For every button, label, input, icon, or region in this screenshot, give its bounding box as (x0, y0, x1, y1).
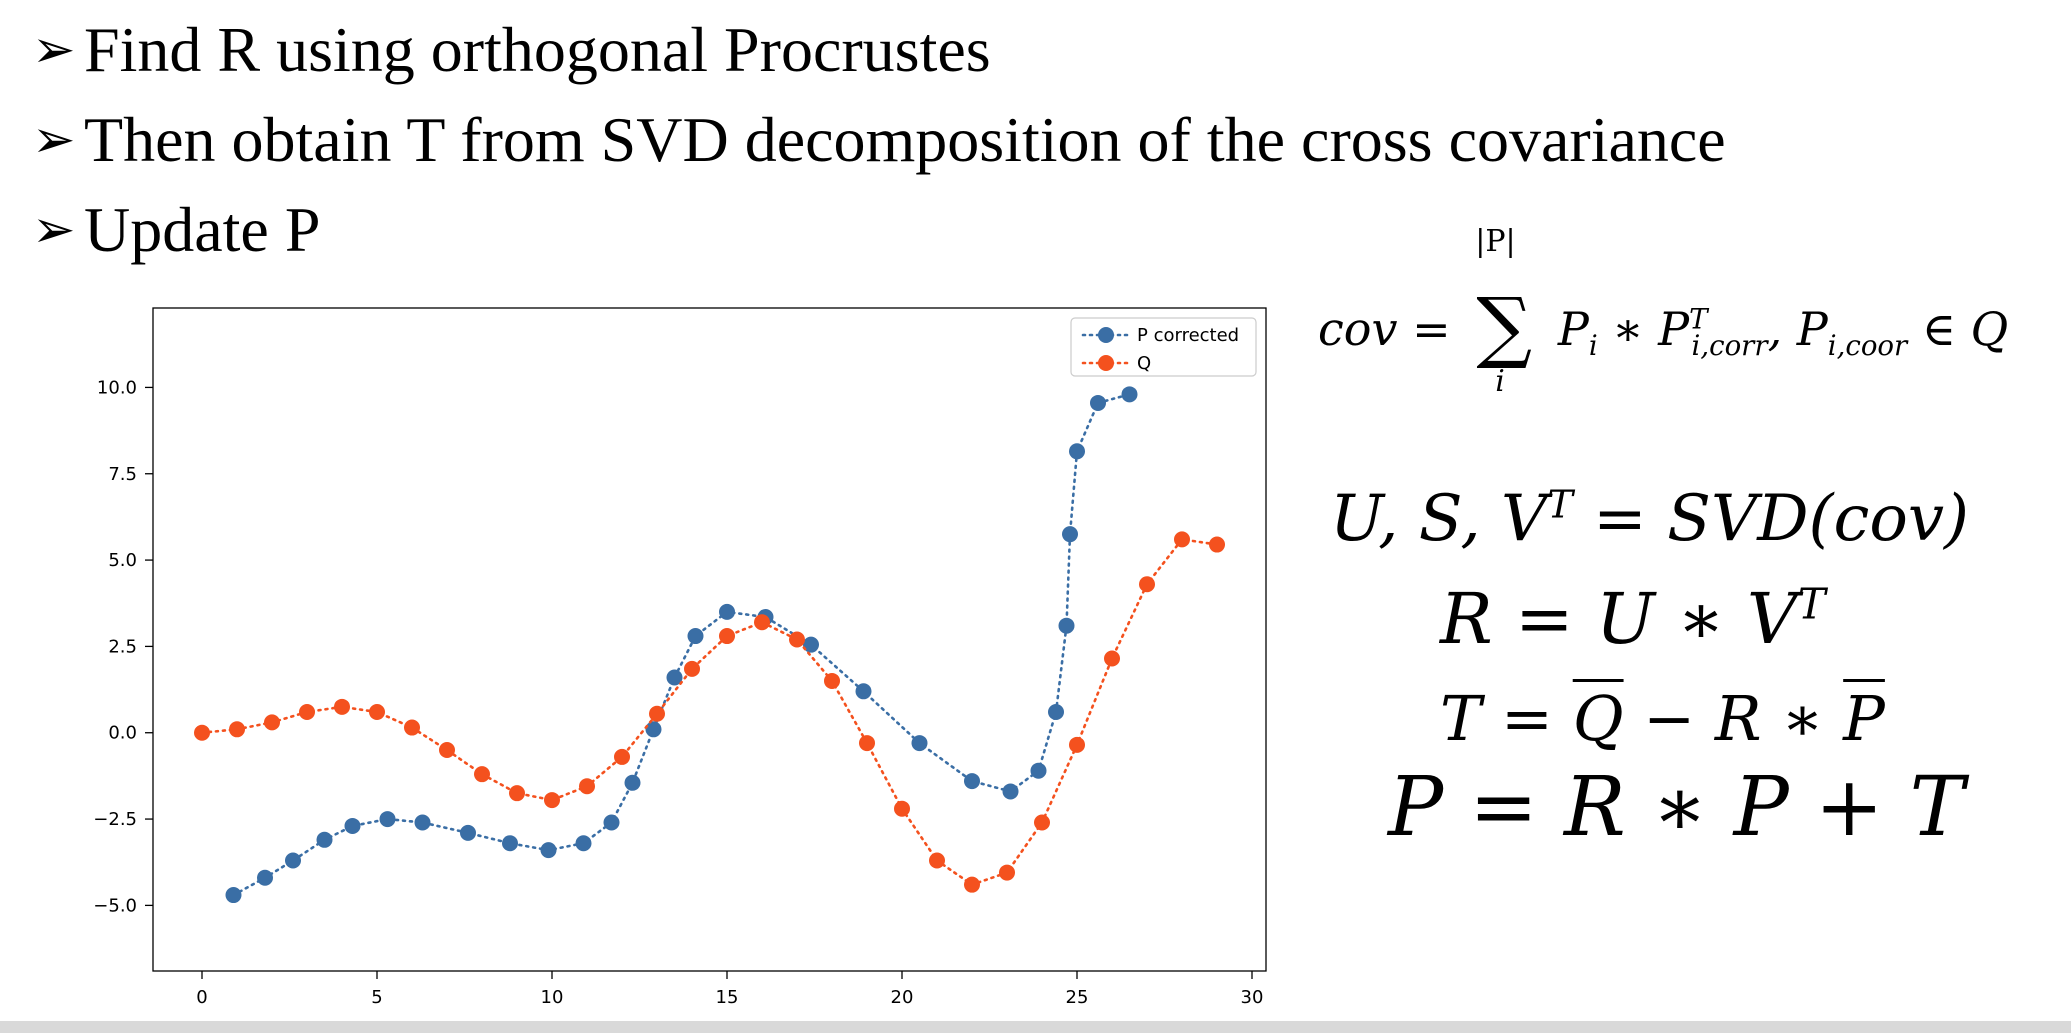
q-point (824, 672, 840, 689)
legend-label: Q (1137, 353, 1151, 374)
q-point (194, 724, 210, 741)
bullet-item: ➢ Update P (32, 190, 320, 270)
line-chart: 0 5 10 15 20 25 30 10.0 7.5 5.0 2.5 0.0 −2.5 −5.0 P co… (93, 307, 1267, 1008)
p-corrected-point (1002, 783, 1019, 800)
x-tick-label: 30 (1241, 987, 1264, 1008)
q-point (299, 704, 315, 721)
q-point (439, 742, 455, 758)
rotation-equation: R = U ∗ VT (1440, 578, 1826, 660)
arrow-bullet-icon: ➢ (32, 20, 76, 80)
p-corrected-point (460, 824, 476, 841)
p-corrected-point (719, 603, 735, 620)
p-corrected-point (285, 852, 301, 869)
arrow-bullet-icon: ➢ (32, 200, 76, 260)
q-point (509, 785, 525, 802)
arrow-bullet-icon: ➢ (32, 110, 76, 170)
q-point (929, 852, 945, 869)
x-tick-label: 5 (371, 987, 382, 1008)
p-corrected-point (855, 683, 872, 700)
p-corrected-point (911, 735, 928, 752)
p-corrected-point (687, 628, 704, 645)
q-point (789, 631, 805, 648)
q-point (334, 698, 350, 715)
p-corrected-point (1090, 394, 1106, 411)
legend-label: P corrected (1137, 325, 1239, 346)
x-tick-label: 10 (541, 987, 564, 1008)
q-point (684, 660, 700, 677)
p-corrected-point (624, 774, 641, 791)
x-tick-label: 20 (891, 987, 914, 1008)
q-point (579, 778, 595, 795)
p-corrected-point (1121, 386, 1138, 403)
legend-marker (1098, 355, 1114, 371)
p-corrected-point (666, 669, 683, 686)
p-corrected-point (344, 817, 361, 834)
q-point (1174, 531, 1190, 548)
bullet-item: ➢ Find R using orthogonal Procrustes (32, 10, 991, 90)
x-tick-label: 0 (196, 987, 207, 1008)
y-tick-label: 0.0 (108, 723, 137, 744)
q-point (369, 704, 385, 721)
p-corrected-point (645, 721, 662, 738)
p-corrected-point (1048, 704, 1064, 721)
q-point (1139, 576, 1155, 593)
x-tick-label: 15 (716, 987, 739, 1008)
q-point (1104, 650, 1120, 667)
q-point (719, 628, 735, 645)
series-line (200, 537, 1219, 887)
bullet-text: Find R using orthogonal Procrustes (84, 14, 991, 85)
y-tick-label: 10.0 (97, 377, 137, 398)
q-point (544, 792, 560, 809)
bottom-scrollbar (0, 1021, 2071, 1033)
bullet-text: Then obtain T from SVD decomposition of … (84, 104, 1726, 175)
update-equation: P = R ∗ P + T (1388, 760, 1965, 855)
p-corrected-point (379, 811, 396, 828)
p-corrected-point (257, 869, 273, 886)
bullet-item: ➢ Then obtain T from SVD decomposition of… (32, 100, 1726, 180)
q-point (404, 719, 420, 736)
p-corrected-point (803, 636, 819, 653)
q-point (1034, 814, 1050, 831)
covariance-equation: cov = ∑ |P| i Pi ∗ PTi,corr, Pi,coor ∈ Q (1318, 224, 2009, 399)
y-tick-label: 2.5 (108, 636, 137, 657)
q-point (859, 735, 875, 752)
q-point (474, 766, 490, 783)
legend-marker (1098, 327, 1114, 343)
p-corrected-point (540, 842, 557, 859)
p-corrected-point (603, 814, 620, 831)
translation-equation: T = Q − R ∗ P (1440, 682, 1885, 755)
legend-box (1070, 317, 1257, 377)
q-point (754, 614, 770, 631)
plot-frame (152, 307, 1267, 972)
svd-equation: U, S, VT = SVD(cov) (1330, 482, 1969, 556)
p-corrected-point (1069, 443, 1085, 460)
x-tick-label: 25 (1066, 987, 1089, 1008)
y-tick-label: 7.5 (108, 464, 137, 485)
y-tick-label: 5.0 (108, 550, 137, 571)
q-point (999, 864, 1015, 881)
q-point (894, 800, 910, 817)
p-corrected-point (225, 887, 242, 904)
p-corrected-point (575, 835, 592, 852)
p-corrected-point (502, 835, 518, 852)
p-corrected-point (964, 773, 980, 790)
p-corrected-point (1058, 617, 1075, 634)
q-point (1069, 736, 1085, 753)
y-tick-label: −2.5 (93, 809, 137, 830)
q-point (649, 705, 665, 722)
q-point (264, 714, 280, 731)
bullet-text: Update P (84, 194, 321, 265)
q-point (1209, 536, 1225, 553)
p-corrected-point (316, 831, 333, 848)
p-corrected-point (414, 814, 431, 831)
p-corrected-point (1030, 762, 1047, 779)
y-tick-label: −5.0 (93, 895, 137, 916)
q-point (964, 876, 980, 893)
q-point (229, 721, 245, 738)
q-point (614, 748, 630, 765)
p-corrected-point (1062, 526, 1078, 543)
